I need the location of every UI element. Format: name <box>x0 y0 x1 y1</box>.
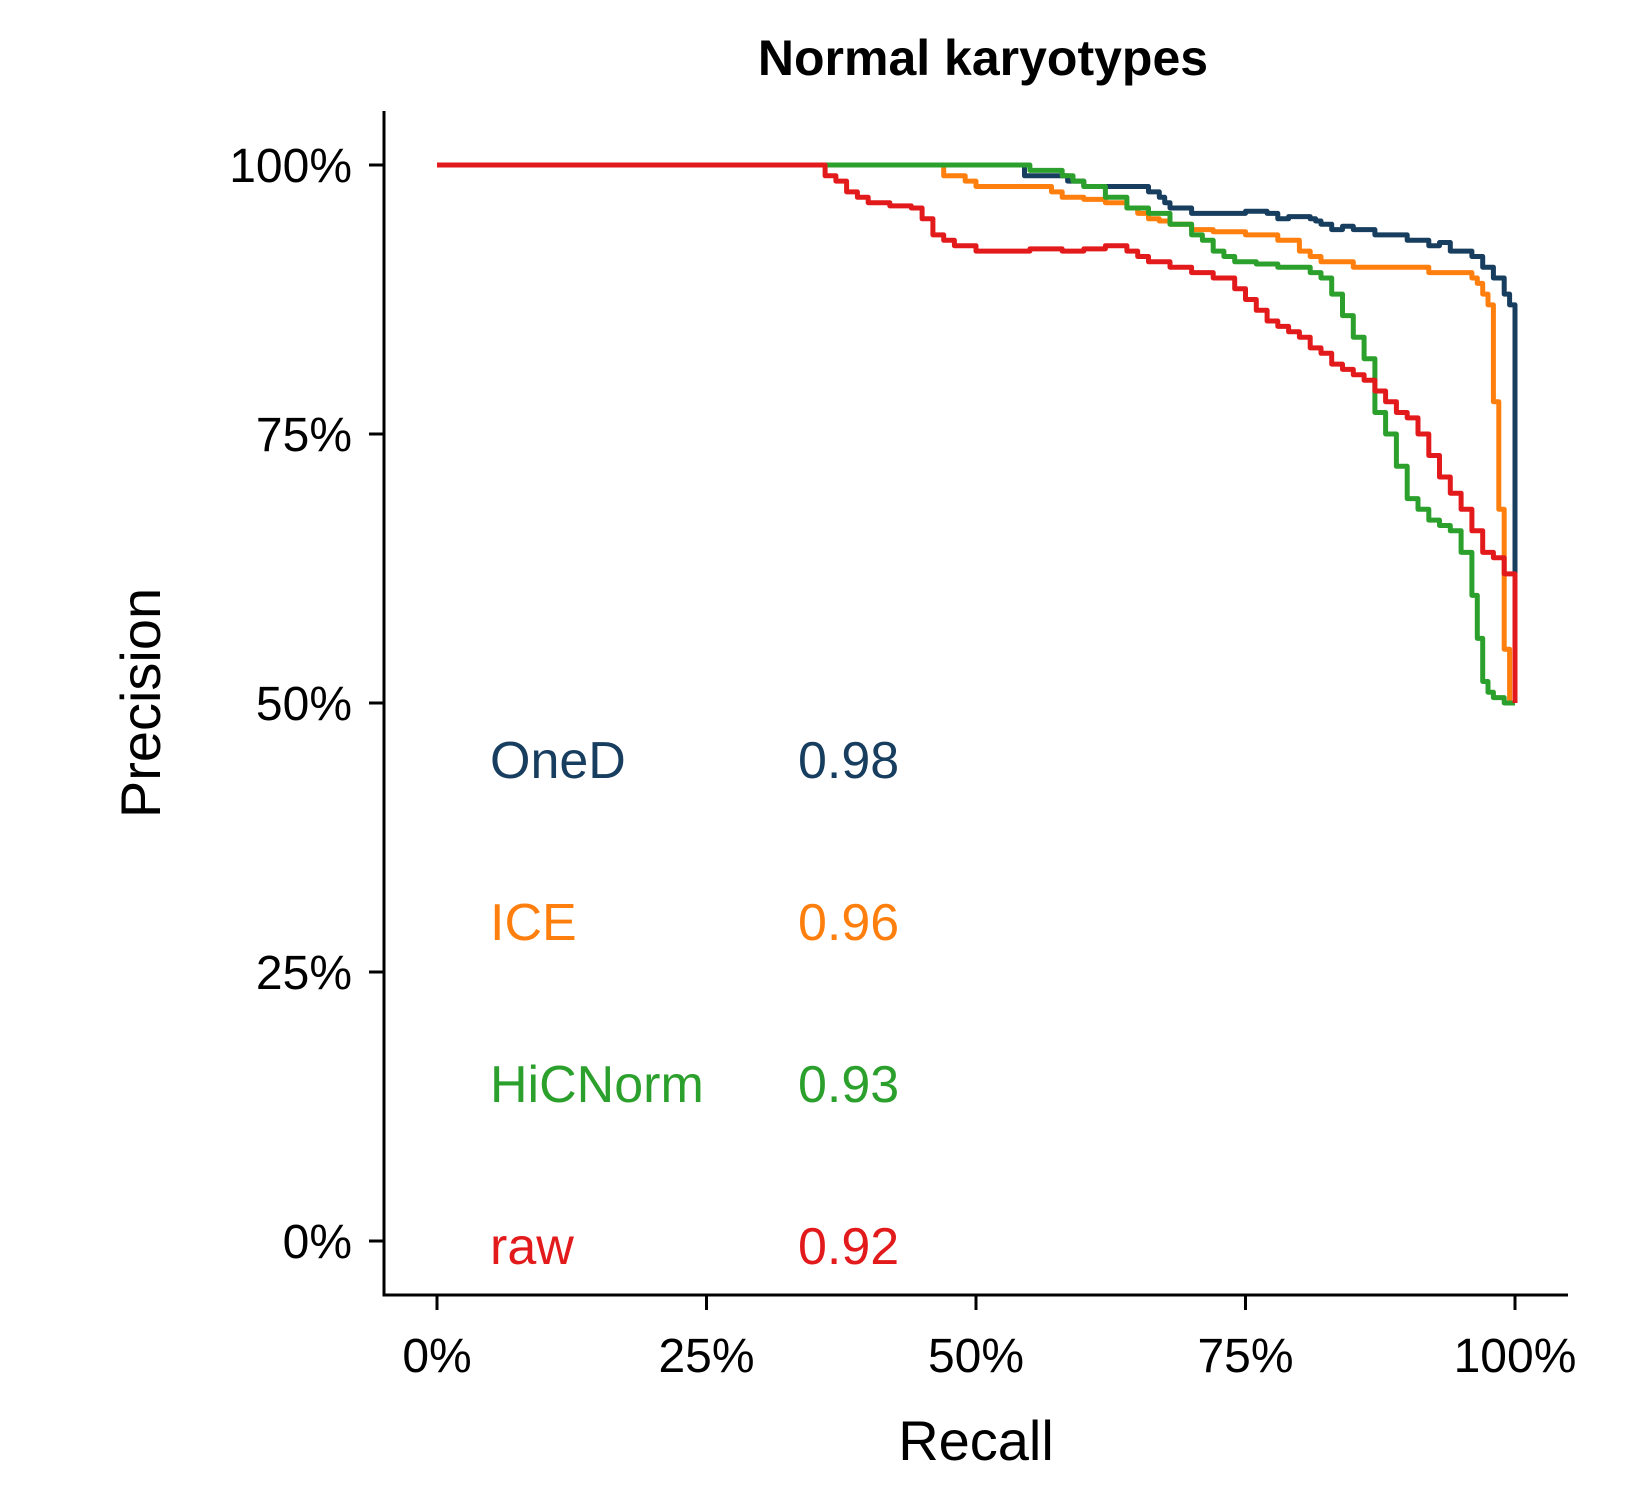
series-line-2 <box>437 162 1515 706</box>
x-tick-label: 50% <box>928 1330 1024 1383</box>
annotation-label: HiCNorm <box>490 1056 704 1114</box>
annotation-label: OneD <box>490 732 626 790</box>
y-axis-ticks: 0% 25% 50% 75% 100% <box>229 140 384 1269</box>
annotation-value: 0.93 <box>798 1056 899 1114</box>
annotation-label: ICE <box>490 894 577 952</box>
annotation-value: 0.96 <box>798 894 899 952</box>
x-tick-label: 75% <box>1197 1330 1293 1383</box>
chart-title: Normal karyotypes <box>758 30 1208 86</box>
annotation-value: 0.98 <box>798 732 899 790</box>
auc-annotations: OneD 0.98 ICE 0.96 HiCNorm 0.93 raw 0.92 <box>490 732 899 1276</box>
series-line-4 <box>437 162 1518 703</box>
x-axis-title: Recall <box>898 1409 1054 1472</box>
y-tick-label: 25% <box>256 947 352 1000</box>
annotation-label: raw <box>490 1218 574 1276</box>
y-tick-label: 0% <box>283 1216 352 1269</box>
series-line-3 <box>437 162 1515 706</box>
annotation-value: 0.92 <box>798 1218 899 1276</box>
x-tick-label: 25% <box>658 1330 754 1383</box>
series-lines <box>437 162 1518 706</box>
x-tick-label: 100% <box>1454 1330 1577 1383</box>
y-tick-label: 50% <box>256 678 352 731</box>
y-axis-title: Precision <box>109 588 172 818</box>
x-tick-label: 0% <box>402 1330 471 1383</box>
x-axis-ticks: 0% 25% 50% 75% 100% <box>402 1295 1576 1383</box>
y-tick-label: 100% <box>229 140 352 193</box>
y-tick-label: 75% <box>256 409 352 462</box>
